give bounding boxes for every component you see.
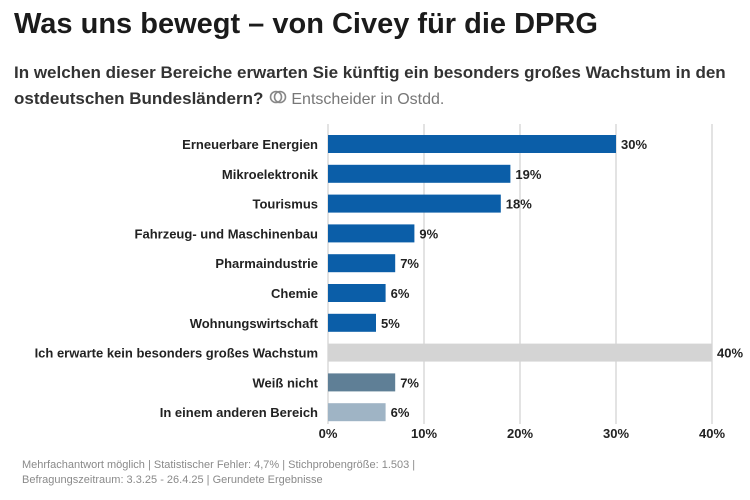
bar [328, 254, 396, 273]
bar [328, 373, 396, 392]
chart-footnote: Mehrfachantwort möglich | Statistischer … [22, 458, 742, 488]
value-label: 30% [621, 137, 647, 152]
value-label: 6% [391, 405, 410, 420]
value-label: 5% [381, 316, 400, 331]
category-label: Erneuerbare Energien [182, 137, 318, 152]
category-label: Weiß nicht [253, 375, 319, 390]
category-label: Tourismus [253, 197, 319, 212]
value-label: 18% [506, 197, 532, 212]
value-label: 6% [391, 286, 410, 301]
bar [328, 224, 415, 243]
target-group-icon [269, 88, 287, 114]
value-label: 19% [515, 167, 541, 182]
page-title: Was uns bewegt – von Civey für die DPRG [14, 8, 598, 40]
bar [328, 284, 386, 302]
value-label: 7% [400, 256, 419, 271]
survey-question: In welchen dieser Bereiche erwarten Sie … [14, 60, 734, 114]
bar [328, 135, 616, 153]
x-tick-label: 30% [603, 426, 629, 441]
bar [328, 194, 501, 213]
category-label: Chemie [271, 286, 318, 301]
bar [328, 403, 386, 422]
value-label: 40% [717, 346, 743, 361]
value-label: 9% [419, 226, 438, 241]
x-tick-label: 40% [699, 426, 725, 441]
bar-chart: Erneuerbare Energien 30% Mikroelektronik 19… [35, 124, 743, 441]
category-label: Pharmaindustrie [215, 256, 318, 271]
footnote-line-1: Mehrfachantwort möglich | Statistischer … [22, 459, 416, 471]
value-label: 7% [400, 375, 419, 390]
category-label: Fahrzeug- und Maschinenbau [135, 226, 319, 241]
question-text: In welchen dieser Bereiche erwarten Sie … [14, 63, 726, 108]
x-tick-label: 0% [319, 426, 338, 441]
x-tick-label: 20% [507, 426, 533, 441]
category-label: In einem anderen Bereich [160, 405, 318, 420]
footnote-line-2: Befragungszeitraum: 3.3.25 - 26.4.25 | G… [22, 474, 323, 486]
audience-label: Entscheider in Ostdd. [291, 91, 445, 108]
category-label: Ich erwarte kein besonders großes Wachst… [35, 346, 318, 361]
category-label: Wohnungswirtschaft [190, 316, 319, 331]
bar [328, 343, 712, 362]
x-tick-label: 10% [411, 426, 437, 441]
bar [328, 164, 511, 183]
category-label: Mikroelektronik [222, 167, 319, 182]
bar [328, 313, 376, 332]
